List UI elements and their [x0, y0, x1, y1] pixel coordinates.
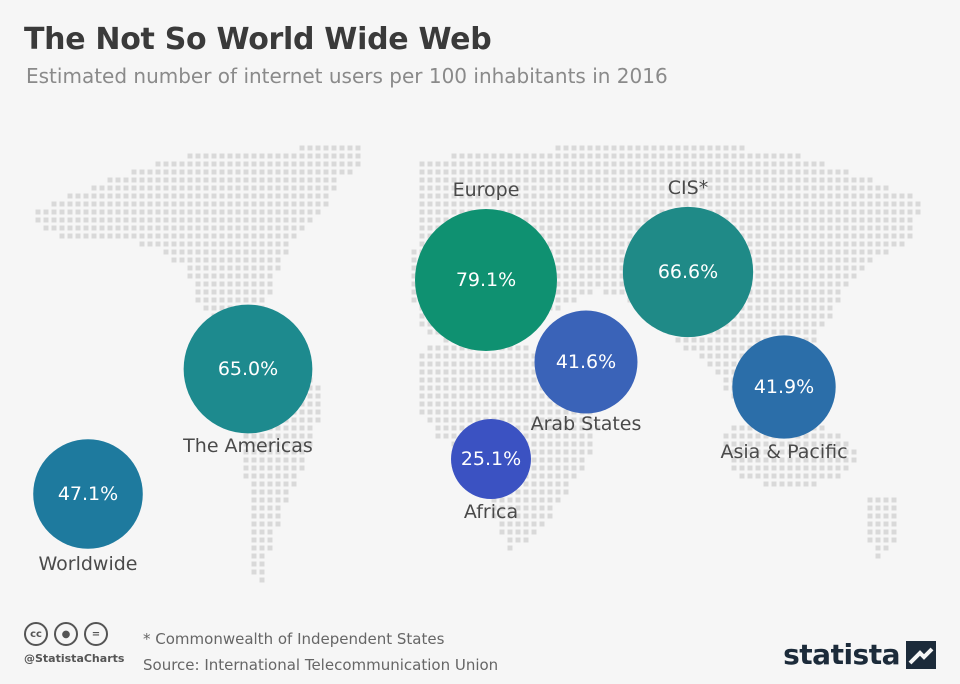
- bubble-value-label: 65.0%: [217, 358, 279, 380]
- bubble-value-label: 79.1%: [455, 269, 517, 291]
- region-bubbles: [33, 206, 836, 549]
- brand-name: statista: [783, 638, 900, 671]
- bubble-region-name: Africa: [463, 500, 519, 523]
- bubble-arab-states: [534, 310, 638, 414]
- source-note: Source: International Telecommunication …: [143, 656, 499, 674]
- attribution-icon: ●: [54, 622, 78, 646]
- footer-notes: * Commonwealth of Independent States Sou…: [143, 626, 498, 678]
- bubble-value-label: 47.1%: [57, 483, 119, 505]
- social-handle: @StatistaCharts: [24, 652, 125, 665]
- brand-logo[interactable]: statista: [783, 638, 936, 671]
- bubble-region-name: Arab States: [530, 413, 642, 436]
- statista-mark-icon: [906, 640, 936, 669]
- bubble-value-label: 41.6%: [555, 351, 617, 373]
- bubble-region-name: Asia & Pacific: [720, 440, 848, 463]
- bubble-cis: [622, 206, 754, 338]
- bubble-worldwide: [33, 439, 143, 549]
- bubble-value-label: 41.9%: [753, 376, 815, 398]
- bubble-region-name: Europe: [452, 179, 520, 201]
- bubble-region-name: CIS*: [667, 176, 709, 199]
- cc-icon: cc: [24, 622, 48, 646]
- map-dots: [35, 145, 921, 583]
- bubble-europe: [415, 209, 557, 351]
- bubble-value-label: 66.6%: [657, 261, 719, 283]
- bubble-asia-pacific: [732, 335, 836, 439]
- license-block: cc ● = @StatistaCharts: [24, 622, 124, 665]
- no-derivatives-icon: =: [84, 622, 108, 646]
- page-subtitle: Estimated number of internet users per 1…: [26, 64, 668, 88]
- page-title: The Not So World Wide Web: [24, 22, 492, 57]
- bubble-africa: [451, 419, 531, 499]
- bubble-region-name: The Americas: [183, 435, 313, 458]
- bubble-the-americas: [183, 304, 313, 434]
- bubble-value-label: 25.1%: [460, 448, 522, 470]
- bubble-region-name: Worldwide: [38, 552, 138, 575]
- footnote: * Commonwealth of Independent States: [143, 630, 445, 648]
